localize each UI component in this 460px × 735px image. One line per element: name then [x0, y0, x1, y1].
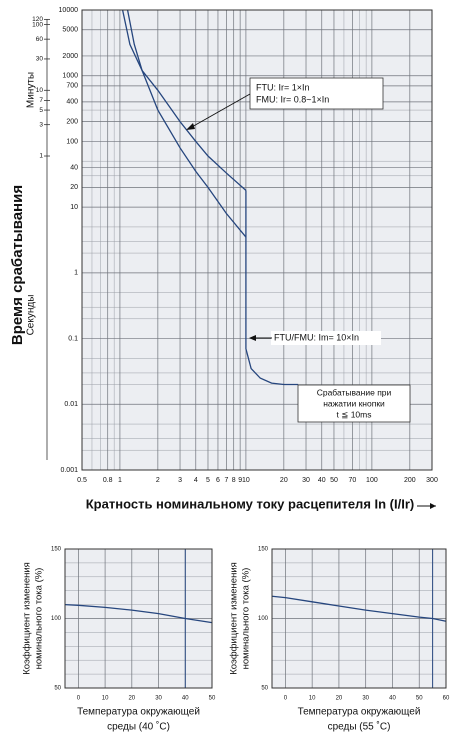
y-tick-label: 100 [258, 616, 269, 622]
y2-axis-label: Секунды [26, 295, 37, 336]
annotation: t ≦ 10ms [337, 409, 372, 419]
x-tick-label: 10 [242, 477, 250, 484]
plot-frame [64, 548, 213, 689]
y2-tick-label: 10 [36, 87, 44, 94]
x-tick-label: 300 [426, 477, 438, 484]
y2-tick-label: 120 [32, 16, 43, 23]
y2-tick-label: 5 [39, 107, 43, 114]
y-axis-label: номинального тока (%) [241, 568, 252, 670]
x-tick-label: 7 [224, 477, 228, 484]
x-tick-label: 70 [348, 477, 356, 484]
y-tick-label: 0.1 [68, 335, 78, 342]
x-tick-label: 0 [77, 696, 81, 702]
annotation: Срабатывание при [317, 387, 392, 397]
y-tick-label: 5000 [62, 27, 78, 34]
x-axis-label: среды (55 ˚C) [328, 721, 391, 733]
x-tick-label: 0.5 [77, 477, 87, 484]
x-axis-label: среды (40 ˚C) [107, 721, 170, 733]
x-tick-label: 10 [102, 696, 109, 702]
y-tick-label: 1 [74, 270, 78, 277]
y2-tick-label: 7 [39, 97, 43, 104]
y-axis-label: Коэффициент изменения [22, 562, 33, 675]
curve [271, 595, 447, 622]
y-tick-label: 20 [70, 184, 78, 191]
annotation: FTU/FMU: Im= 10×In [274, 332, 359, 342]
y-tick-label: 100 [66, 138, 78, 145]
curve [121, 9, 247, 191]
plot-frame [81, 9, 433, 471]
x-tick-label: 20 [128, 696, 135, 702]
x-tick-label: 200 [404, 477, 416, 484]
y-tick-label: 1000 [62, 73, 78, 80]
y2-tick-label: 1 [39, 153, 43, 160]
x-tick-label: 20 [280, 477, 288, 484]
x-tick-label: 40 [389, 696, 396, 702]
y-tick-label: 200 [66, 118, 78, 125]
x-axis-arrow-head [430, 503, 436, 509]
x-tick-label: 100 [366, 477, 378, 484]
annotation-arrow [189, 93, 251, 129]
curve [64, 603, 213, 624]
annotation-box [249, 77, 384, 110]
y-tick-label: 50 [54, 686, 61, 692]
y-tick-label: 10000 [59, 7, 79, 14]
y-tick-label: 40 [70, 164, 78, 171]
x-axis-label: Кратность номинальному току расцепителя … [86, 496, 415, 511]
y-tick-label: 0.001 [60, 467, 78, 474]
x-tick-label: 40 [318, 477, 326, 484]
x-tick-label: 6 [216, 477, 220, 484]
x-tick-label: 0 [284, 696, 288, 702]
y-tick-label: 150 [258, 547, 269, 553]
annotation: FTU: Ir= 1×In [256, 82, 310, 92]
y-tick-label: 150 [51, 547, 62, 553]
y2-tick-label: 3 [39, 121, 43, 128]
annotation-box [297, 384, 411, 423]
x-tick-label: 50 [209, 696, 216, 702]
y2-tick-label: 100 [32, 21, 43, 28]
x-tick-label: 5 [206, 477, 210, 484]
annotation-bg [271, 331, 381, 345]
plot-frame [271, 548, 447, 689]
x-tick-label: 20 [336, 696, 343, 702]
x-tick-label: 10 [309, 696, 316, 702]
x-tick-label: 50 [416, 696, 423, 702]
y-axis-label: Время срабатывания [9, 185, 26, 345]
x-tick-label: 30 [362, 696, 369, 702]
x-axis-label: Температура окружающей [77, 707, 200, 718]
curve [126, 9, 247, 238]
y-axis-label: номинального тока (%) [34, 568, 45, 670]
x-tick-label: 50 [330, 477, 338, 484]
y-tick-label: 50 [261, 686, 268, 692]
y2-tick-label: 60 [36, 36, 44, 43]
x-tick-label: 30 [302, 477, 310, 484]
x-tick-label: 8 [232, 477, 236, 484]
x-tick-label: 30 [155, 696, 162, 702]
curve [245, 190, 299, 386]
x-tick-label: 40 [182, 696, 189, 702]
y-tick-label: 400 [66, 99, 78, 106]
y2-axis-label: Минуты [26, 72, 37, 108]
y-tick-label: 0.01 [64, 401, 78, 408]
x-tick-label: 4 [194, 477, 198, 484]
annotation-arrow-head [186, 123, 195, 130]
x-axis-label: Температура окружающей [298, 707, 421, 718]
x-tick-label: 1 [118, 477, 122, 484]
y-tick-label: 100 [51, 616, 62, 622]
y-tick-label: 700 [66, 83, 78, 90]
x-tick-label: 9 [238, 477, 242, 484]
y-tick-label: 2000 [62, 53, 78, 60]
y-tick-label: 10 [70, 204, 78, 211]
y2-tick-label: 30 [36, 56, 44, 63]
annotation-arrow-head [249, 335, 256, 341]
x-tick-label: 0.8 [103, 477, 113, 484]
x-tick-label: 2 [156, 477, 160, 484]
x-tick-label: 3 [178, 477, 182, 484]
y-axis-label: Коэффициент изменения [229, 562, 240, 675]
annotation: FMU: Ir= 0.8~1×In [256, 94, 329, 104]
x-tick-label: 60 [443, 696, 450, 702]
annotation: нажатии кнопки [323, 398, 385, 408]
